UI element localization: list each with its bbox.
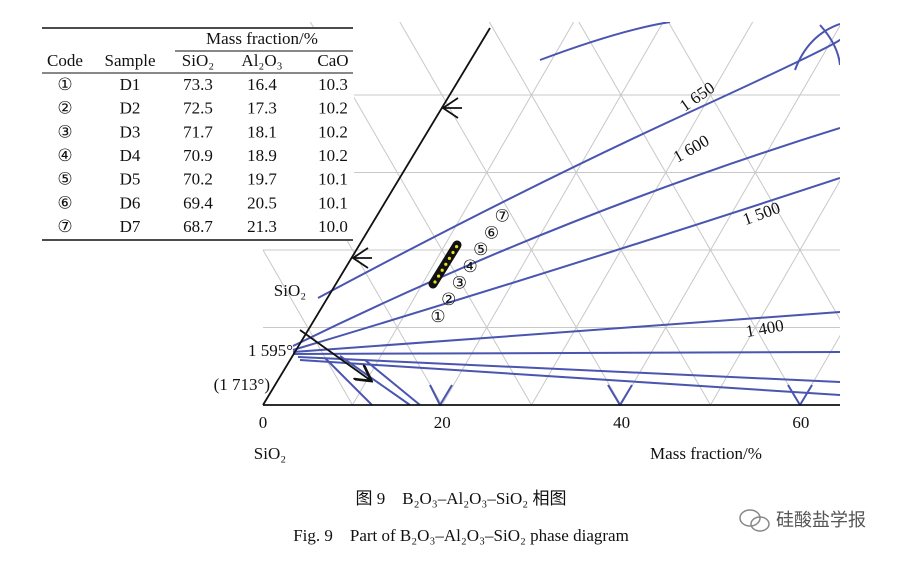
sample-label: ⑥ xyxy=(484,223,499,242)
caption-en: Fig. 9 Part of B₂O₃–Al₂O₃–SiO₂ phase dia… xyxy=(293,526,629,545)
column-header: Code xyxy=(47,51,83,70)
table-cell: 72.5 xyxy=(183,99,213,118)
corner-label: SiO₂ xyxy=(254,444,286,463)
table-cell: 70.2 xyxy=(183,170,213,189)
column-header: CaO xyxy=(317,51,348,70)
x-label: Mass fraction/% xyxy=(650,444,762,463)
grid-line xyxy=(890,0,922,405)
grid-line xyxy=(799,334,840,406)
grid-line xyxy=(488,22,711,406)
point-label: (1 713°) xyxy=(214,375,270,394)
table-cell: ③ xyxy=(57,122,72,141)
x-tick-label: 0 xyxy=(259,413,268,432)
grid-line xyxy=(578,22,801,406)
table-cell: 17.3 xyxy=(247,99,277,118)
table-cell: 10.3 xyxy=(318,75,348,94)
table-rules xyxy=(42,27,353,241)
sample-label: ⑤ xyxy=(473,240,488,259)
column-header: Al₂O₃ xyxy=(241,51,282,70)
grid-line xyxy=(531,22,754,406)
table-cell: D1 xyxy=(120,75,141,94)
axis-ticks: 0 20 40 60 xyxy=(259,413,810,432)
sample-label: ③ xyxy=(452,274,467,293)
table-cell: 21.3 xyxy=(247,217,277,236)
caption-zh: 图 9 B₂O₃–Al₂O₃–SiO₂ 相图 xyxy=(356,489,567,508)
grid-line xyxy=(399,22,622,406)
group-header: Mass fraction/% xyxy=(206,29,318,48)
table-cell: ⑦ xyxy=(57,217,72,236)
table-cell: ④ xyxy=(57,146,72,165)
grid-line xyxy=(263,249,353,406)
table-cell: 10.1 xyxy=(318,193,348,212)
sample-point xyxy=(433,280,437,284)
table-cell: ⑥ xyxy=(57,193,72,212)
table-cell: D2 xyxy=(120,99,141,118)
table-cell: 73.3 xyxy=(183,75,213,94)
sample-point xyxy=(440,268,444,272)
x-tick-label: 40 xyxy=(613,413,630,432)
table-cell: 20.5 xyxy=(247,193,277,212)
table-cell: 18.9 xyxy=(247,146,277,165)
grid-line xyxy=(620,24,840,406)
sample-label: ④ xyxy=(462,257,477,276)
table-cell: 10.1 xyxy=(318,170,348,189)
watermark: 硅酸盐学报 xyxy=(776,510,866,531)
table-cell: 18.1 xyxy=(247,122,277,141)
table-cell: 10.2 xyxy=(318,122,348,141)
sample-label: ① xyxy=(430,307,445,326)
table-cell: 71.7 xyxy=(183,122,213,141)
point-label: 1 595° xyxy=(248,341,293,360)
sample-point xyxy=(444,262,448,266)
table-cell: D3 xyxy=(120,122,141,141)
table-cell: 10.2 xyxy=(318,99,348,118)
sample-point xyxy=(437,274,441,278)
table: Code Sample SiO₂ Al₂O₃ CaO ① D1 73.3 16.4 10.3 ② D2… xyxy=(47,51,349,236)
x-tick-label: 20 xyxy=(434,413,451,432)
table-cell: 68.7 xyxy=(183,217,213,236)
sample-label: ② xyxy=(441,290,456,309)
table-cell: ⑤ xyxy=(57,170,72,189)
apex-label: SiO₂ xyxy=(274,281,306,300)
table-cell: ② xyxy=(57,99,72,118)
sample-point xyxy=(455,245,459,249)
sample-point xyxy=(447,256,451,260)
table-cell: 19.7 xyxy=(247,170,277,189)
column-header: Sample xyxy=(105,51,156,70)
table-cell: D5 xyxy=(120,170,141,189)
table-cell: D7 xyxy=(120,217,141,236)
sample-points xyxy=(428,240,462,289)
grid-line xyxy=(309,22,532,406)
table-cell: 10.0 xyxy=(318,217,348,236)
sample-label: ⑦ xyxy=(495,207,510,226)
table-cell: 70.9 xyxy=(183,146,213,165)
table-cell: D4 xyxy=(120,146,141,165)
isotherm-label: 1 500 xyxy=(740,198,782,229)
table-cell: 10.2 xyxy=(318,146,348,165)
isotherm-label: 1 600 xyxy=(670,131,713,167)
grid-line xyxy=(667,22,840,321)
x-tick-label: 60 xyxy=(792,413,809,432)
table-cell: 69.4 xyxy=(183,193,213,212)
table-bg xyxy=(42,27,354,241)
triangle-axes xyxy=(262,27,840,406)
wechat-icon xyxy=(739,509,770,532)
table-cell: 16.4 xyxy=(247,75,277,94)
grid-line xyxy=(710,179,840,406)
table-cell: D6 xyxy=(120,193,141,212)
grid-line xyxy=(441,22,664,406)
sample-point xyxy=(451,250,455,255)
table-cell: ① xyxy=(57,75,72,94)
column-header: SiO₂ xyxy=(182,51,214,70)
isotherm-curves xyxy=(292,22,840,406)
